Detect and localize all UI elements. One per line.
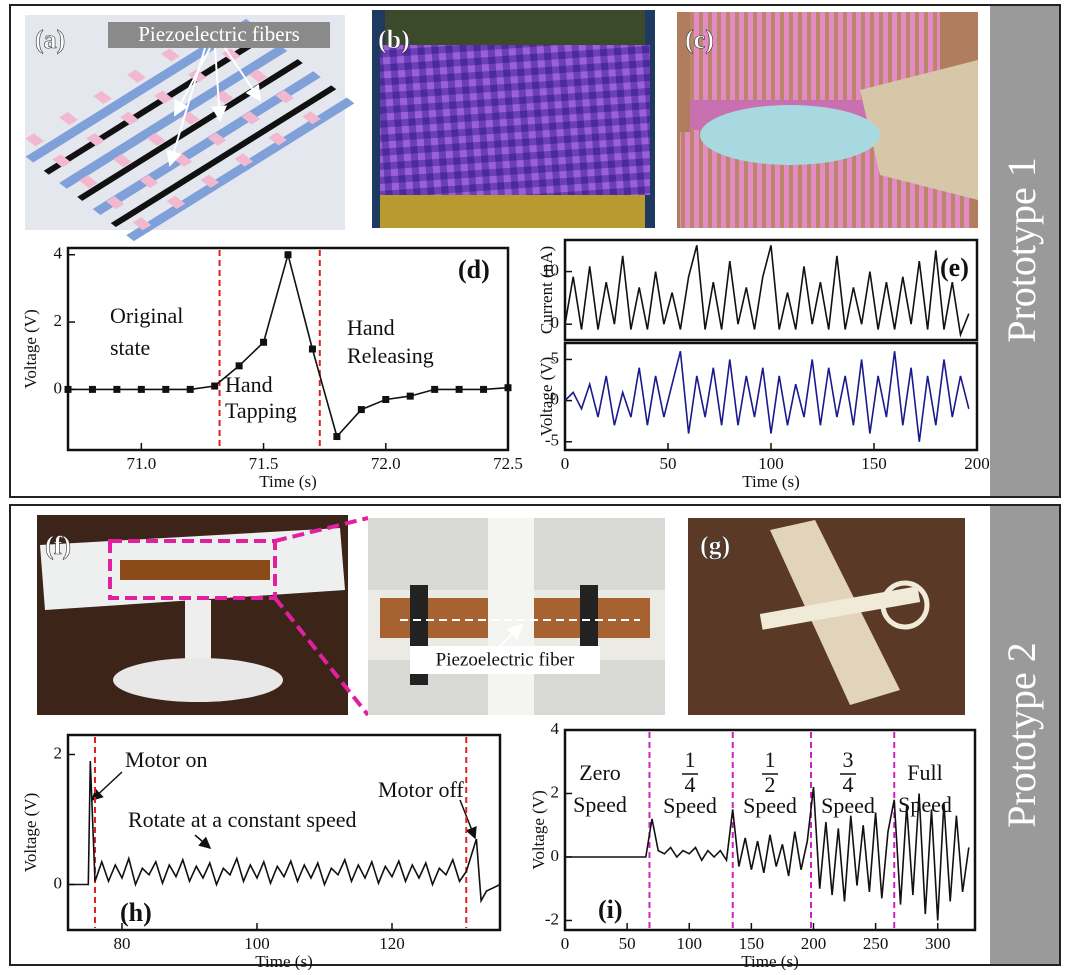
y-axis-label: Voltage (V) bbox=[21, 309, 40, 388]
data-point bbox=[431, 386, 438, 393]
data-point bbox=[138, 386, 145, 393]
x-axis-label: Time (s) bbox=[742, 472, 799, 491]
annotation: Hand bbox=[225, 372, 273, 397]
x-tick-label: 120 bbox=[379, 934, 405, 953]
data-point bbox=[211, 383, 218, 390]
data-point bbox=[162, 386, 169, 393]
x-axis-label: Time (s) bbox=[259, 472, 316, 491]
data-point bbox=[309, 346, 316, 353]
photo-c: (c) bbox=[677, 12, 978, 228]
phase-label: Zero bbox=[579, 760, 621, 785]
y-tick-label: 0 bbox=[54, 378, 63, 397]
y-tick-label: 0 bbox=[551, 846, 560, 865]
photo-a: Piezoelectric fibers (a) bbox=[13, 9, 368, 252]
panel-label: (b) bbox=[378, 25, 410, 54]
y-tick-label: 2 bbox=[54, 311, 63, 330]
x-tick-label: 150 bbox=[739, 934, 765, 953]
annotation: Releasing bbox=[347, 343, 434, 368]
phase-label: Speed bbox=[898, 792, 952, 817]
side-label: Prototype 1 bbox=[999, 157, 1044, 343]
data-point bbox=[407, 393, 414, 400]
fraction-numerator: 1 bbox=[685, 747, 696, 772]
page: {"prototypes": [{"label": "Prototype 1"}… bbox=[0, 0, 1065, 970]
data-line bbox=[565, 351, 969, 442]
y-tick-label: 2 bbox=[551, 782, 560, 801]
fraction-numerator: 1 bbox=[765, 747, 776, 772]
phase-label: Speed bbox=[573, 792, 627, 817]
x-tick-label: 100 bbox=[758, 454, 784, 473]
x-tick-label: 250 bbox=[863, 934, 889, 953]
data-point bbox=[260, 339, 267, 346]
panel-label: (i) bbox=[598, 895, 623, 924]
x-axis-label: Time (s) bbox=[741, 952, 798, 970]
panel-label: (d) bbox=[458, 255, 490, 284]
photo-g: (g) bbox=[688, 518, 965, 715]
annotation: Motor off bbox=[378, 777, 464, 802]
data-point bbox=[333, 433, 340, 440]
x-tick-label: 80 bbox=[114, 934, 131, 953]
y-axis-label: Voltage (V) bbox=[537, 357, 556, 436]
data-point bbox=[236, 362, 243, 369]
data-point bbox=[285, 251, 292, 258]
x-tick-label: 50 bbox=[660, 454, 677, 473]
x-tick-label: 71.0 bbox=[126, 454, 156, 473]
data-point bbox=[358, 406, 365, 413]
data-point bbox=[65, 386, 72, 393]
phase-label: Speed bbox=[663, 793, 717, 818]
photo-f: (f) bbox=[37, 515, 348, 715]
panel-label: (a) bbox=[35, 25, 65, 54]
data-point bbox=[505, 384, 512, 391]
phase-label: Full bbox=[907, 760, 942, 785]
annotation: Rotate at a constant speed bbox=[128, 807, 356, 832]
x-tick-label: 200 bbox=[964, 454, 990, 473]
y-tick-label: 4 bbox=[54, 244, 63, 263]
data-point bbox=[187, 386, 194, 393]
x-tick-label: 71.5 bbox=[249, 454, 279, 473]
photo-inset: Piezoelectric fiber bbox=[368, 518, 665, 715]
x-tick-label: 150 bbox=[861, 454, 887, 473]
annotation: state bbox=[110, 335, 150, 360]
annotation: Hand bbox=[347, 315, 395, 340]
panel-label: (e) bbox=[940, 253, 969, 282]
phase-label: Speed bbox=[743, 793, 797, 818]
data-line bbox=[565, 245, 969, 334]
y-axis-label: Current (nA) bbox=[537, 246, 556, 334]
side-label: Prototype 2 bbox=[999, 642, 1044, 828]
x-tick-label: 72.0 bbox=[371, 454, 401, 473]
annotation: Piezoelectric fiber bbox=[436, 649, 575, 670]
x-axis-label: Time (s) bbox=[255, 952, 312, 970]
x-tick-label: 200 bbox=[801, 934, 827, 953]
panel-label: (f) bbox=[45, 531, 71, 560]
plot-frame bbox=[565, 343, 977, 450]
data-point bbox=[113, 386, 120, 393]
data-point bbox=[89, 386, 96, 393]
y-tick-label: 0 bbox=[54, 873, 63, 892]
data-point bbox=[480, 386, 487, 393]
x-tick-label: 0 bbox=[561, 934, 570, 953]
x-tick-label: 100 bbox=[244, 934, 270, 953]
annotation: Piezoelectric fibers bbox=[138, 22, 300, 46]
annotation: Original bbox=[110, 303, 183, 328]
annotation: Tapping bbox=[225, 398, 297, 423]
data-point bbox=[456, 386, 463, 393]
y-tick-label: -2 bbox=[545, 909, 559, 928]
fraction-numerator: 3 bbox=[843, 747, 854, 772]
photo-b: (b) bbox=[372, 10, 655, 228]
phase-label: Speed bbox=[821, 793, 875, 818]
x-tick-label: 0 bbox=[561, 454, 570, 473]
figure: Prototype 1 Prototype 2 Piezoelectric fi… bbox=[0, 0, 1065, 970]
x-tick-label: 72.5 bbox=[493, 454, 523, 473]
x-tick-label: 50 bbox=[619, 934, 636, 953]
annotation: Motor on bbox=[125, 747, 208, 772]
data-point bbox=[382, 396, 389, 403]
x-tick-label: 300 bbox=[925, 934, 951, 953]
y-axis-label: Voltage (V) bbox=[529, 790, 548, 869]
y-axis-label: Voltage (V) bbox=[21, 793, 40, 872]
y-tick-label: 2 bbox=[54, 743, 63, 762]
panel-label: (h) bbox=[120, 898, 152, 927]
panel-label: (c) bbox=[685, 25, 714, 54]
y-tick-label: 4 bbox=[551, 719, 560, 738]
panel-label: (g) bbox=[700, 531, 730, 560]
x-tick-label: 100 bbox=[676, 934, 702, 953]
